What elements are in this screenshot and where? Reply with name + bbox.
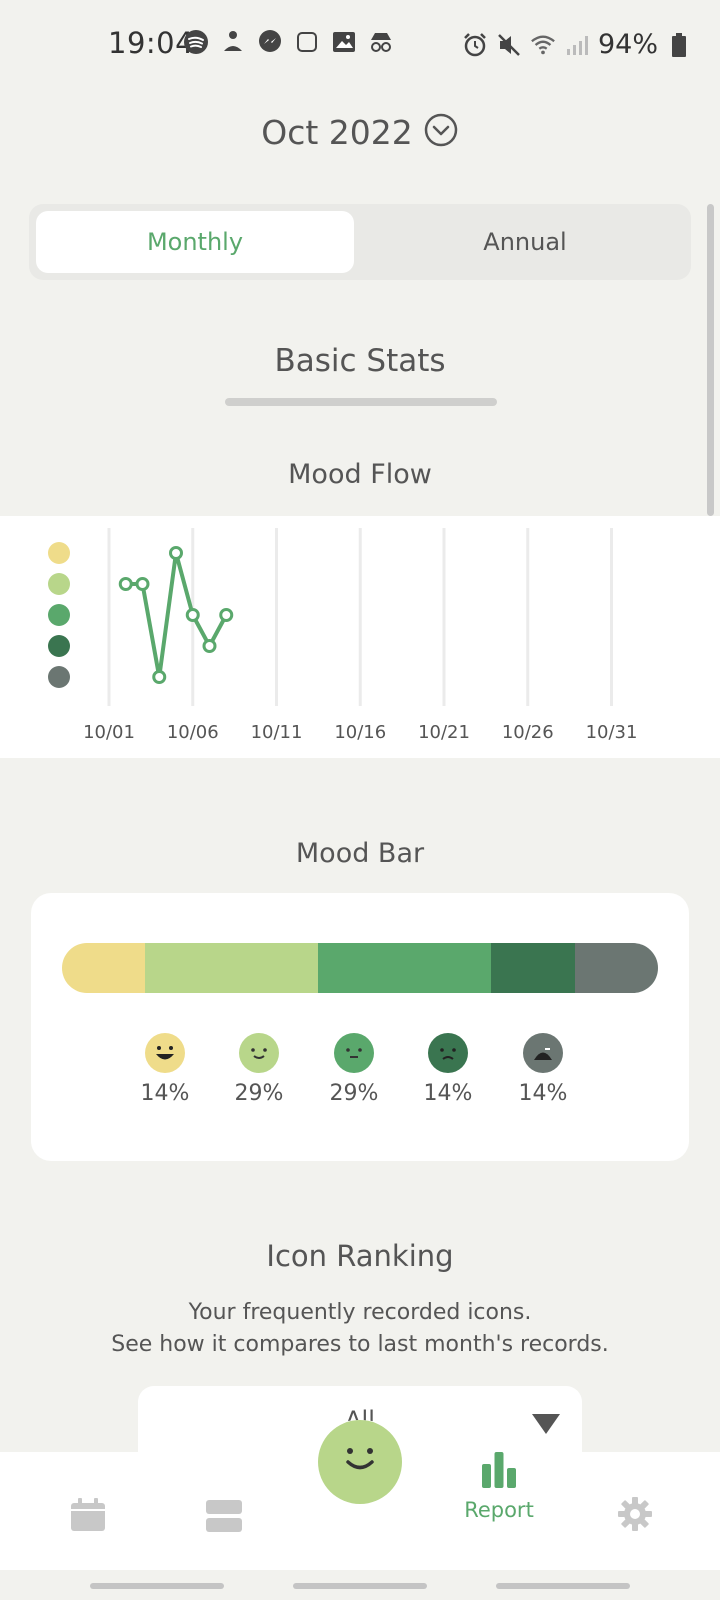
gesture-recents[interactable]	[496, 1583, 630, 1589]
scrollbar[interactable]	[707, 204, 714, 516]
nav-settings[interactable]	[617, 1496, 653, 1536]
x-tick-label: 10/06	[167, 722, 219, 743]
mood-bar-segment	[574, 943, 658, 993]
chevron-down-circle-icon[interactable]	[423, 112, 459, 152]
mood-level-dot	[48, 604, 70, 626]
period-segmented-control: Monthly Annual	[29, 204, 691, 280]
mood-face-percentage: 29%	[329, 1081, 379, 1106]
mood-face-percentage: 14%	[518, 1081, 568, 1106]
basic-stats-underline	[225, 398, 497, 406]
gallery-icon	[331, 29, 357, 55]
mood-bar-track	[62, 943, 658, 993]
mood-bar-segment	[318, 943, 492, 993]
nav-calendar[interactable]	[70, 1498, 106, 1536]
tab-annual[interactable]: Annual	[483, 228, 567, 256]
status-notification-icons	[183, 29, 394, 55]
settings-icon	[617, 1496, 653, 1536]
month-picker[interactable]: Oct 2022	[0, 112, 720, 152]
mood-point[interactable]	[152, 670, 167, 684]
gesture-home[interactable]	[293, 1583, 427, 1589]
battery-percentage: 94%	[598, 29, 659, 60]
mood-point[interactable]	[202, 639, 217, 653]
nav-list[interactable]	[206, 1500, 242, 1536]
mood-point[interactable]	[185, 608, 200, 622]
signal-icon	[564, 32, 590, 58]
mood-face-percentage: 29%	[234, 1081, 284, 1106]
calendar-icon	[70, 1498, 106, 1536]
battery-icon	[666, 32, 692, 58]
icon-ranking-description: Your frequently recorded icons. See how …	[0, 1297, 720, 1361]
mood-face-icon	[145, 1033, 185, 1073]
mood-face-item: 14%	[503, 1033, 583, 1106]
mood-level-dot	[48, 542, 70, 564]
mood-bar-segment	[62, 943, 146, 993]
square-app-icon	[294, 29, 320, 55]
mood-face-icon	[428, 1033, 468, 1073]
smiley-add-icon	[338, 1445, 382, 1479]
nav-report[interactable]: Report	[462, 1452, 536, 1522]
status-time: 19:04	[108, 26, 195, 60]
x-tick-label: 10/01	[83, 722, 135, 743]
mood-series-line	[125, 551, 229, 679]
mood-face-percentage: 14%	[140, 1081, 190, 1106]
mood-point[interactable]	[219, 608, 234, 622]
icon-ranking-title: Icon Ranking	[266, 1239, 454, 1273]
mood-point[interactable]	[135, 577, 150, 591]
status-bar: 19:04 94%	[0, 0, 720, 88]
x-tick-label: 10/26	[502, 722, 554, 743]
nav-report-label: Report	[464, 1498, 534, 1522]
mood-bar-segment	[145, 943, 319, 993]
icon-ranking-desc-line2: See how it compares to last month's reco…	[111, 1332, 609, 1357]
icon-ranking-desc-line1: Your frequently recorded icons.	[188, 1300, 532, 1325]
mood-face-icon	[334, 1033, 374, 1073]
x-tick-label: 10/21	[418, 722, 470, 743]
mood-bar-card: 14% 29% 29% 14% 14%	[31, 893, 689, 1161]
system-gesture-bar	[0, 1570, 720, 1600]
gesture-back[interactable]	[90, 1583, 224, 1589]
mood-flow-svg: 10/01 10/06 10/11 10/16 10/21 10/26 10/31	[48, 528, 638, 743]
mood-flow-chart: 10/01 10/06 10/11 10/16 10/21 10/26 10/31	[0, 516, 720, 758]
x-tick-label: 10/11	[251, 722, 303, 743]
month-label: Oct 2022	[261, 112, 413, 152]
list-icon	[206, 1500, 242, 1536]
mood-face-icon	[239, 1033, 279, 1073]
messenger-icon	[257, 29, 283, 55]
x-tick-label: 10/16	[334, 722, 386, 743]
mute-icon	[496, 32, 522, 58]
spotify-icon	[183, 29, 209, 55]
mood-flow-title: Mood Flow	[288, 459, 432, 490]
add-mood-fab[interactable]	[318, 1420, 402, 1504]
mood-faces: 14% 29% 29% 14% 14%	[31, 1033, 689, 1123]
basic-stats-title: Basic Stats	[274, 343, 446, 379]
mood-bar-segment	[491, 943, 575, 993]
mood-face-item: 29%	[219, 1033, 299, 1106]
mood-face-icon	[523, 1033, 563, 1073]
mood-level-dot	[48, 666, 70, 688]
mood-point[interactable]	[118, 577, 133, 591]
bottom-navigation: Report	[0, 1452, 720, 1570]
wifi-icon	[530, 32, 556, 58]
mood-face-item: 14%	[408, 1033, 488, 1106]
mood-face-percentage: 14%	[423, 1081, 473, 1106]
mood-level-dot	[48, 635, 70, 657]
mood-bar-title: Mood Bar	[295, 838, 425, 869]
x-tick-label: 10/31	[586, 722, 638, 743]
mood-point[interactable]	[169, 546, 183, 560]
report-icon	[481, 1452, 517, 1492]
incognito-icon	[368, 29, 394, 55]
tab-monthly[interactable]: Monthly	[36, 211, 354, 273]
alarm-icon	[462, 32, 488, 58]
status-system-icons: 94%	[462, 29, 692, 60]
mood-face-item: 14%	[125, 1033, 205, 1106]
triangle-down-icon	[532, 1414, 560, 1434]
mood-level-dot	[48, 573, 70, 595]
meditation-app-icon	[220, 29, 246, 55]
mood-face-item: 29%	[314, 1033, 394, 1106]
